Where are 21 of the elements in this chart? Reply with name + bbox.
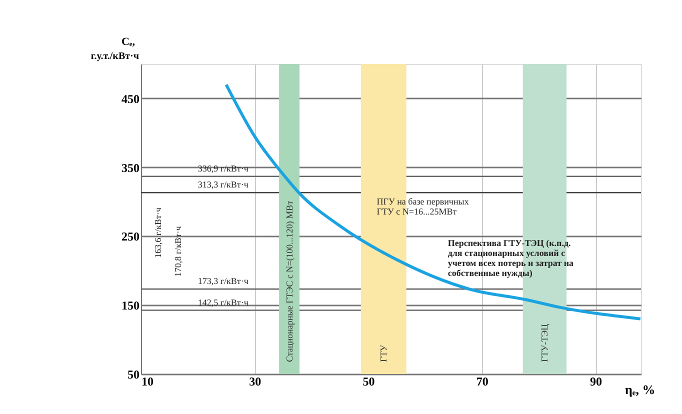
- ref-line-label: 173,3 г/кВт·ч: [198, 276, 249, 286]
- band-label: ГТУ: [378, 344, 389, 362]
- x-tick-label: 50: [362, 374, 375, 388]
- annotation: 163,6 г/кВт·ч: [153, 207, 164, 258]
- y-tick-label: 350: [122, 160, 140, 175]
- x-tick-label: 70: [476, 374, 488, 388]
- x-axis-title: ηₑ, %: [625, 382, 656, 397]
- ref-line-label: 313,3 г/кВт·ч: [198, 180, 249, 190]
- x-tick-label: 30: [249, 374, 262, 388]
- x-tick-label: 90: [590, 374, 602, 388]
- band-label: ГТУ-ТЭЦ: [540, 323, 550, 362]
- annotation: Перспектива ГТУ-ТЭЦ (к.п.д. для стационарных условий с учетом всех потерь и затрат на собственные нужды): [448, 238, 574, 278]
- annotation: 170,8 г/кВт·ч: [172, 226, 183, 277]
- y-tick-label: 450: [122, 92, 140, 106]
- y-axis-title: Cₑ, г.у.т./кВт·ч: [90, 36, 140, 62]
- band-label: Стационарные ГТЭС с N=(100...120) МВт: [284, 200, 294, 362]
- ref-line-label: 142,5 г/кВт·ч: [198, 297, 249, 308]
- y-tick-label: 150: [122, 298, 140, 313]
- x-tick-label: 10: [142, 374, 154, 388]
- annotation: ПГУ на базе первичных ГТУ с N=16...25МВт: [376, 196, 470, 217]
- y-tick-label: 250: [122, 230, 140, 244]
